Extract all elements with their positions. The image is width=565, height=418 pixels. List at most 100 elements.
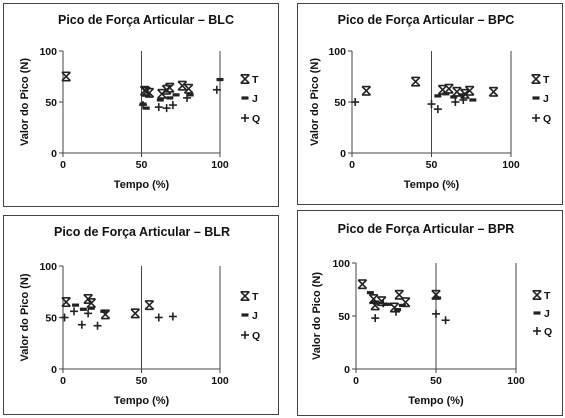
legend-label-T: T [543, 74, 550, 86]
chart-svg-blr: Pico de Força Articular – BLR 0 50 100 0 50 10… [19, 225, 260, 407]
data-point-J [458, 93, 466, 97]
data-point-J [87, 306, 95, 310]
series-J [434, 92, 477, 102]
legend-label-Q: Q [543, 113, 551, 125]
data-point-T [452, 87, 462, 97]
data-point-J [156, 98, 164, 102]
x-tick-label: 0 [353, 375, 359, 387]
legend-item-Q: Q [241, 330, 260, 342]
x-tick-label: 100 [211, 375, 229, 387]
y-tick-label: 100 [332, 258, 350, 270]
x-tick-label: 100 [507, 375, 525, 387]
data-point-T [177, 80, 188, 91]
legend-label-Q: Q [544, 326, 552, 338]
x-tick-label: 50 [426, 159, 438, 171]
data-point-T [144, 300, 155, 310]
legend-label-T: T [252, 291, 259, 303]
data-point-T [444, 83, 454, 94]
legend-marker-J [241, 96, 249, 100]
x-tick-label: 50 [136, 375, 148, 387]
y-tick-label: 50 [338, 311, 350, 323]
data-point-T [183, 83, 194, 94]
x-tick-label: 50 [136, 159, 148, 171]
legend-item-Q: Q [241, 113, 260, 125]
legend-item-T: T [532, 290, 551, 302]
x-tick-label: 0 [349, 159, 355, 171]
data-point-T [164, 82, 175, 93]
data-point-T [389, 302, 400, 313]
legend-marker-T [240, 291, 250, 301]
data-point-J [172, 93, 180, 97]
data-point-T [144, 88, 155, 98]
series-Q [351, 95, 468, 114]
data-point-J [186, 93, 194, 97]
chart-title: Pico de Força Articular – BPR [338, 222, 515, 236]
series-J [72, 303, 108, 313]
data-point-T [61, 297, 71, 307]
data-point-J [366, 291, 374, 295]
y-tick-label: 50 [45, 313, 57, 325]
chart-panel-bpr: Pico de Força Articular – BPR 0 50 100 0 50 10… [297, 210, 563, 416]
data-point-J [79, 307, 87, 311]
series-T [61, 293, 155, 320]
x-axis-label: Tempo (%) [114, 179, 170, 191]
y-axis-label: Valor do Pico (N) [19, 273, 31, 361]
x-tick-label: 50 [430, 375, 442, 387]
y-axis-label: Valor do Pico (N) [19, 58, 31, 146]
y-tick-label: 100 [39, 261, 57, 273]
series-Q [139, 85, 221, 113]
x-axis-label: Tempo (%) [408, 395, 464, 407]
chart-panel-bpc: Pico de Força Articular – BPC 0 50 100 0 50 10… [297, 3, 563, 205]
legend-item-J: J [532, 93, 549, 105]
series-J [139, 77, 224, 110]
data-point-T [394, 290, 404, 300]
data-point-J [166, 96, 174, 100]
legend-item-J: J [241, 310, 258, 322]
x-tick-label: 100 [211, 159, 229, 171]
legend-marker-T [531, 74, 541, 84]
series-Q [371, 299, 450, 325]
legend-item-Q: Q [533, 326, 552, 338]
data-point-J [442, 92, 450, 96]
legend-marker-J [241, 313, 249, 317]
data-point-T [464, 86, 475, 96]
y-axis-label: Valor do Pico (N) [309, 58, 321, 146]
legend-item-T: T [531, 74, 550, 86]
chart-svg-bpr: Pico de Força Articular – BPR 0 50 100 0 50 10… [311, 222, 552, 407]
series-T [61, 71, 194, 99]
y-tick-label: 100 [328, 46, 346, 58]
legend-item-T: T [240, 291, 259, 303]
chart-title: Pico de Força Articular – BLR [54, 225, 230, 239]
x-tick-label: 100 [502, 159, 520, 171]
chart-title: Pico de Força Articular – BPC [338, 13, 515, 27]
data-point-T [100, 309, 111, 320]
data-point-J [434, 296, 442, 300]
data-point-T [410, 76, 421, 87]
legend-item-J: J [533, 308, 550, 320]
data-point-T [86, 298, 97, 308]
x-axis-label: Tempo (%) [114, 395, 170, 407]
x-tick-label: 0 [60, 375, 66, 387]
legend-marker-J [533, 311, 541, 315]
data-point-T [61, 71, 71, 82]
data-point-J [371, 300, 379, 304]
legend-label-T: T [544, 290, 551, 302]
legend-label-J: J [544, 308, 550, 320]
y-tick-label: 50 [45, 97, 57, 109]
y-tick-label: 50 [334, 97, 346, 109]
chart-svg-bpc: Pico de Força Articular – BPC 0 50 100 0 50 10… [309, 13, 551, 191]
data-point-T [488, 87, 499, 97]
data-point-T [376, 296, 387, 306]
series-T [361, 76, 499, 99]
data-point-J [394, 308, 402, 312]
data-point-J [142, 106, 150, 110]
y-tick-label: 0 [344, 364, 350, 376]
legend-label-J: J [252, 93, 258, 105]
legend-label-Q: Q [252, 330, 260, 342]
legend-label-J: J [543, 93, 549, 105]
data-point-J [469, 98, 477, 102]
chart-panel-blr: Pico de Força Articular – BLR 0 50 100 0 50 10… [3, 215, 279, 415]
data-point-J [398, 303, 406, 307]
legend-label-Q: Q [252, 113, 260, 125]
legend-marker-T [240, 74, 250, 84]
